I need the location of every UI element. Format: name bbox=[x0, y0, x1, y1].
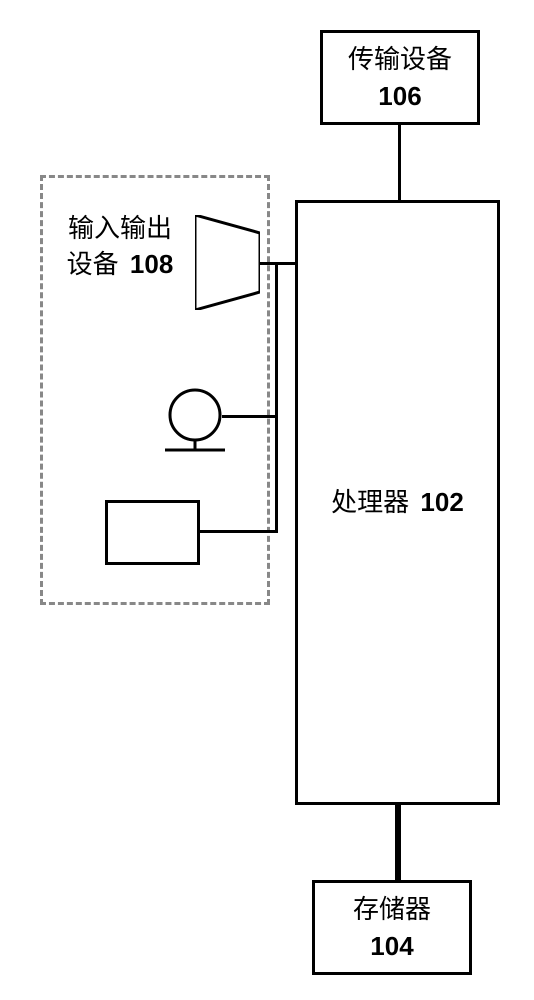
conn-proc-mem bbox=[395, 805, 401, 880]
io-label-line2: 设备 bbox=[67, 249, 119, 279]
io-number: 108 bbox=[130, 249, 173, 279]
conn-screen bbox=[200, 530, 278, 533]
conn-mic bbox=[222, 415, 278, 418]
processor-label-text: 处理器 bbox=[331, 487, 409, 517]
microphone-icon bbox=[165, 385, 230, 455]
transmission-block: 传输设备 106 bbox=[320, 30, 480, 125]
conn-vbus bbox=[275, 262, 278, 533]
conn-trans-proc bbox=[398, 125, 401, 200]
memory-number: 104 bbox=[370, 928, 413, 964]
io-label-wrap: 输入输出 设备 108 bbox=[55, 210, 185, 283]
processor-number: 102 bbox=[420, 487, 463, 517]
screen-icon bbox=[105, 500, 200, 565]
speaker-icon bbox=[195, 215, 260, 310]
processor-block: 处理器 102 bbox=[295, 200, 500, 805]
memory-block: 存储器 104 bbox=[312, 880, 472, 975]
io-label-line2-wrap: 设备 108 bbox=[55, 246, 185, 282]
transmission-label: 传输设备 bbox=[348, 41, 452, 77]
transmission-number: 106 bbox=[378, 78, 421, 114]
io-label-line1: 输入输出 bbox=[55, 210, 185, 246]
processor-label: 处理器 102 bbox=[331, 484, 464, 520]
memory-label: 存储器 bbox=[353, 891, 431, 927]
